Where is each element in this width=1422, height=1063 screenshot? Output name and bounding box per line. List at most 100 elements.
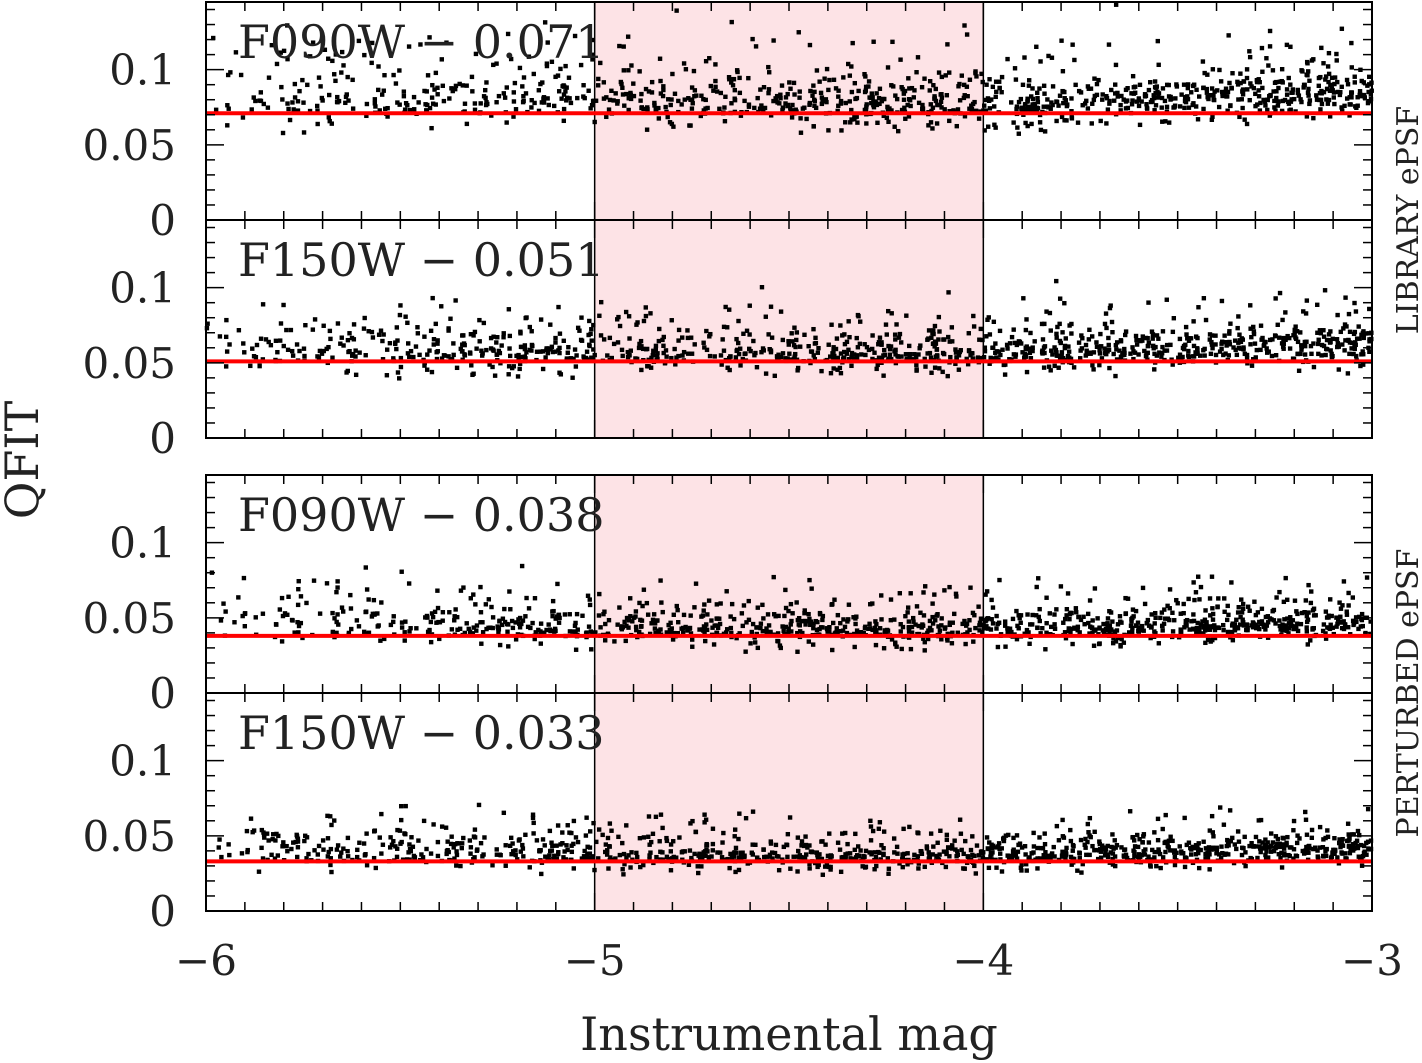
- data-point: [915, 55, 921, 60]
- data-point: [407, 107, 413, 113]
- data-point: [1232, 338, 1238, 343]
- data-point: [286, 106, 291, 112]
- data-point: [259, 827, 265, 833]
- data-point: [1216, 104, 1222, 110]
- data-point: [1052, 612, 1057, 617]
- data-point: [437, 636, 442, 642]
- data-point: [1287, 346, 1293, 351]
- data-point: [1054, 118, 1059, 124]
- data-point: [1075, 868, 1080, 873]
- data-point: [1056, 838, 1062, 843]
- data-point: [816, 862, 821, 868]
- data-point: [752, 353, 757, 358]
- data-point: [835, 367, 840, 372]
- data-point: [937, 102, 942, 108]
- data-point: [1174, 597, 1179, 603]
- data-point: [863, 352, 868, 358]
- data-point: [1181, 346, 1187, 352]
- data-point: [439, 57, 444, 62]
- data-point: [737, 90, 743, 96]
- data-point: [427, 627, 432, 633]
- data-point: [631, 81, 636, 86]
- data-point: [1204, 90, 1210, 95]
- data-point: [1042, 856, 1047, 861]
- data-point: [755, 645, 761, 651]
- data-point: [826, 128, 831, 133]
- data-point: [831, 77, 837, 82]
- data-point: [467, 629, 473, 635]
- data-point: [373, 865, 378, 871]
- data-point: [1126, 630, 1132, 635]
- data-point: [366, 597, 371, 602]
- data-point: [454, 863, 459, 868]
- data-point: [884, 332, 889, 337]
- data-point: [455, 614, 460, 620]
- data-point: [837, 365, 843, 371]
- data-point: [281, 343, 286, 349]
- data-point: [1284, 42, 1290, 48]
- data-point: [1191, 580, 1196, 585]
- data-point: [402, 831, 407, 836]
- data-point: [1239, 610, 1245, 615]
- data-point: [373, 104, 378, 109]
- data-point: [668, 627, 674, 633]
- data-point: [441, 98, 447, 104]
- data-point: [1142, 348, 1147, 354]
- data-point: [1295, 87, 1301, 93]
- data-point: [1155, 816, 1161, 822]
- data-point: [795, 869, 800, 874]
- data-point: [1314, 97, 1320, 102]
- data-point: [859, 352, 864, 357]
- data-point: [1192, 627, 1198, 632]
- data-point: [1203, 846, 1209, 851]
- data-point: [853, 831, 858, 837]
- data-point: [1020, 350, 1025, 355]
- data-point: [626, 618, 632, 623]
- data-point: [376, 87, 381, 93]
- data-point: [563, 89, 568, 94]
- data-point: [1265, 620, 1271, 625]
- data-point: [1168, 834, 1173, 839]
- data-point: [1303, 809, 1308, 815]
- data-point: [217, 334, 223, 339]
- data-point: [952, 611, 957, 617]
- data-point: [1106, 42, 1112, 47]
- data-point: [380, 842, 386, 847]
- data-point: [472, 101, 478, 106]
- data-point: [920, 106, 925, 112]
- data-point: [571, 866, 576, 871]
- data-point: [641, 835, 647, 840]
- data-point: [391, 619, 396, 625]
- data-point: [556, 348, 561, 353]
- data-point: [710, 848, 715, 853]
- data-point: [814, 850, 820, 855]
- data-point: [1219, 346, 1224, 352]
- data-point: [397, 376, 402, 381]
- data-point: [742, 853, 747, 858]
- data-point: [1261, 622, 1266, 627]
- data-point: [1163, 616, 1168, 621]
- data-point: [488, 335, 494, 341]
- data-point: [1129, 629, 1135, 635]
- data-point: [957, 98, 963, 103]
- data-point: [1201, 631, 1206, 636]
- data-point: [1054, 331, 1059, 337]
- data-point: [932, 323, 938, 329]
- data-point: [1070, 42, 1075, 47]
- data-point: [1360, 349, 1365, 354]
- data-point: [942, 626, 948, 631]
- data-point: [1064, 103, 1070, 109]
- data-point: [658, 627, 663, 632]
- data-point: [615, 317, 620, 322]
- data-point: [311, 578, 317, 583]
- data-point: [729, 101, 734, 106]
- data-point: [624, 623, 629, 629]
- data-point: [1085, 106, 1091, 111]
- data-point: [1277, 841, 1282, 847]
- data-point: [550, 598, 556, 604]
- data-point: [430, 614, 436, 620]
- data-point: [1038, 59, 1043, 64]
- data-point: [341, 846, 346, 851]
- data-point: [949, 325, 955, 330]
- data-point: [1061, 100, 1066, 106]
